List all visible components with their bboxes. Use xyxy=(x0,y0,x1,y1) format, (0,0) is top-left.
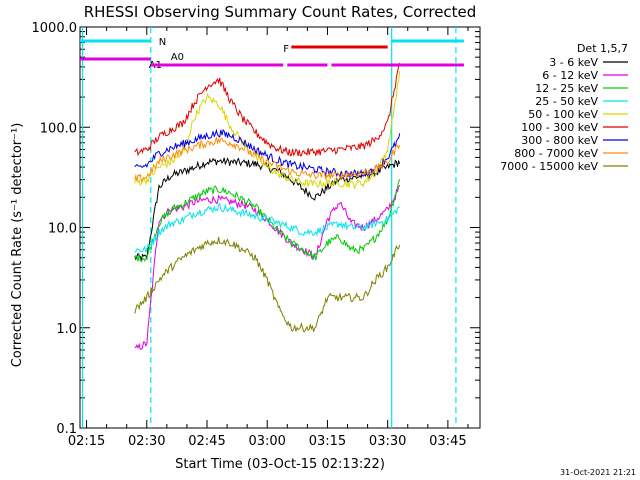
y-axis-label: Corrected Count Rate (s⁻¹ detector⁻¹) xyxy=(10,123,25,368)
series-lines xyxy=(134,62,401,350)
axis-ticks: 02:15 02:30 02:45 03:00 03:15 03:30 03:45 0.1 1.… xyxy=(32,21,480,449)
x-axis-label: Start Time (03-Oct-15 02:13:22) xyxy=(175,457,385,472)
x-tick-label: 02:15 xyxy=(68,434,105,449)
flag-label-F: F xyxy=(283,44,289,55)
legend-entry-label: 50 - 100 keV xyxy=(528,108,598,121)
series-line-8 xyxy=(134,236,401,333)
legend-entry-label: 800 - 7000 keV xyxy=(514,147,598,160)
legend-entry-label: 300 - 800 keV xyxy=(521,134,598,147)
legend-entry-label: 7000 - 15000 keV xyxy=(500,160,598,173)
legend-title: Det 1,5,7 xyxy=(577,42,628,55)
legend-entry-label: 6 - 12 keV xyxy=(542,69,598,82)
flag-label-N: N xyxy=(159,37,166,48)
series-line-0 xyxy=(134,157,401,261)
y-tick-label: 100.0 xyxy=(40,121,77,136)
series-line-4 xyxy=(134,70,401,190)
series-line-6 xyxy=(134,128,401,178)
x-tick-label: 03:00 xyxy=(248,434,285,449)
footer-date: 31-Oct-2021 21:21 xyxy=(560,468,636,477)
x-tick-label: 03:45 xyxy=(429,434,466,449)
chart-title: RHESSI Observing Summary Count Rates, Co… xyxy=(84,3,477,21)
series-line-3 xyxy=(134,203,400,253)
vertical-markers xyxy=(81,27,457,428)
y-tick-label: 1000.0 xyxy=(32,21,78,36)
legend-entry-label: 25 - 50 keV xyxy=(535,95,598,108)
series-line-1 xyxy=(134,184,401,350)
series-line-5 xyxy=(134,62,401,157)
x-tick-label: 03:15 xyxy=(309,434,346,449)
x-tick-label: 02:45 xyxy=(188,434,225,449)
flag-label-A0: A0 xyxy=(171,52,184,63)
flag-bars: NFA1A0 xyxy=(80,37,464,71)
x-tick-label: 03:30 xyxy=(369,434,406,449)
legend-entry-label: 12 - 25 keV xyxy=(535,82,598,95)
series-line-7 xyxy=(134,135,401,183)
legend-entry-label: 100 - 300 keV xyxy=(521,121,598,134)
y-tick-label: 0.1 xyxy=(56,422,77,437)
y-tick-label: 1.0 xyxy=(56,322,77,337)
x-tick-label: 02:30 xyxy=(128,434,165,449)
y-tick-label: 10.0 xyxy=(48,222,77,237)
legend-entry-label: 3 - 6 keV xyxy=(549,56,598,69)
